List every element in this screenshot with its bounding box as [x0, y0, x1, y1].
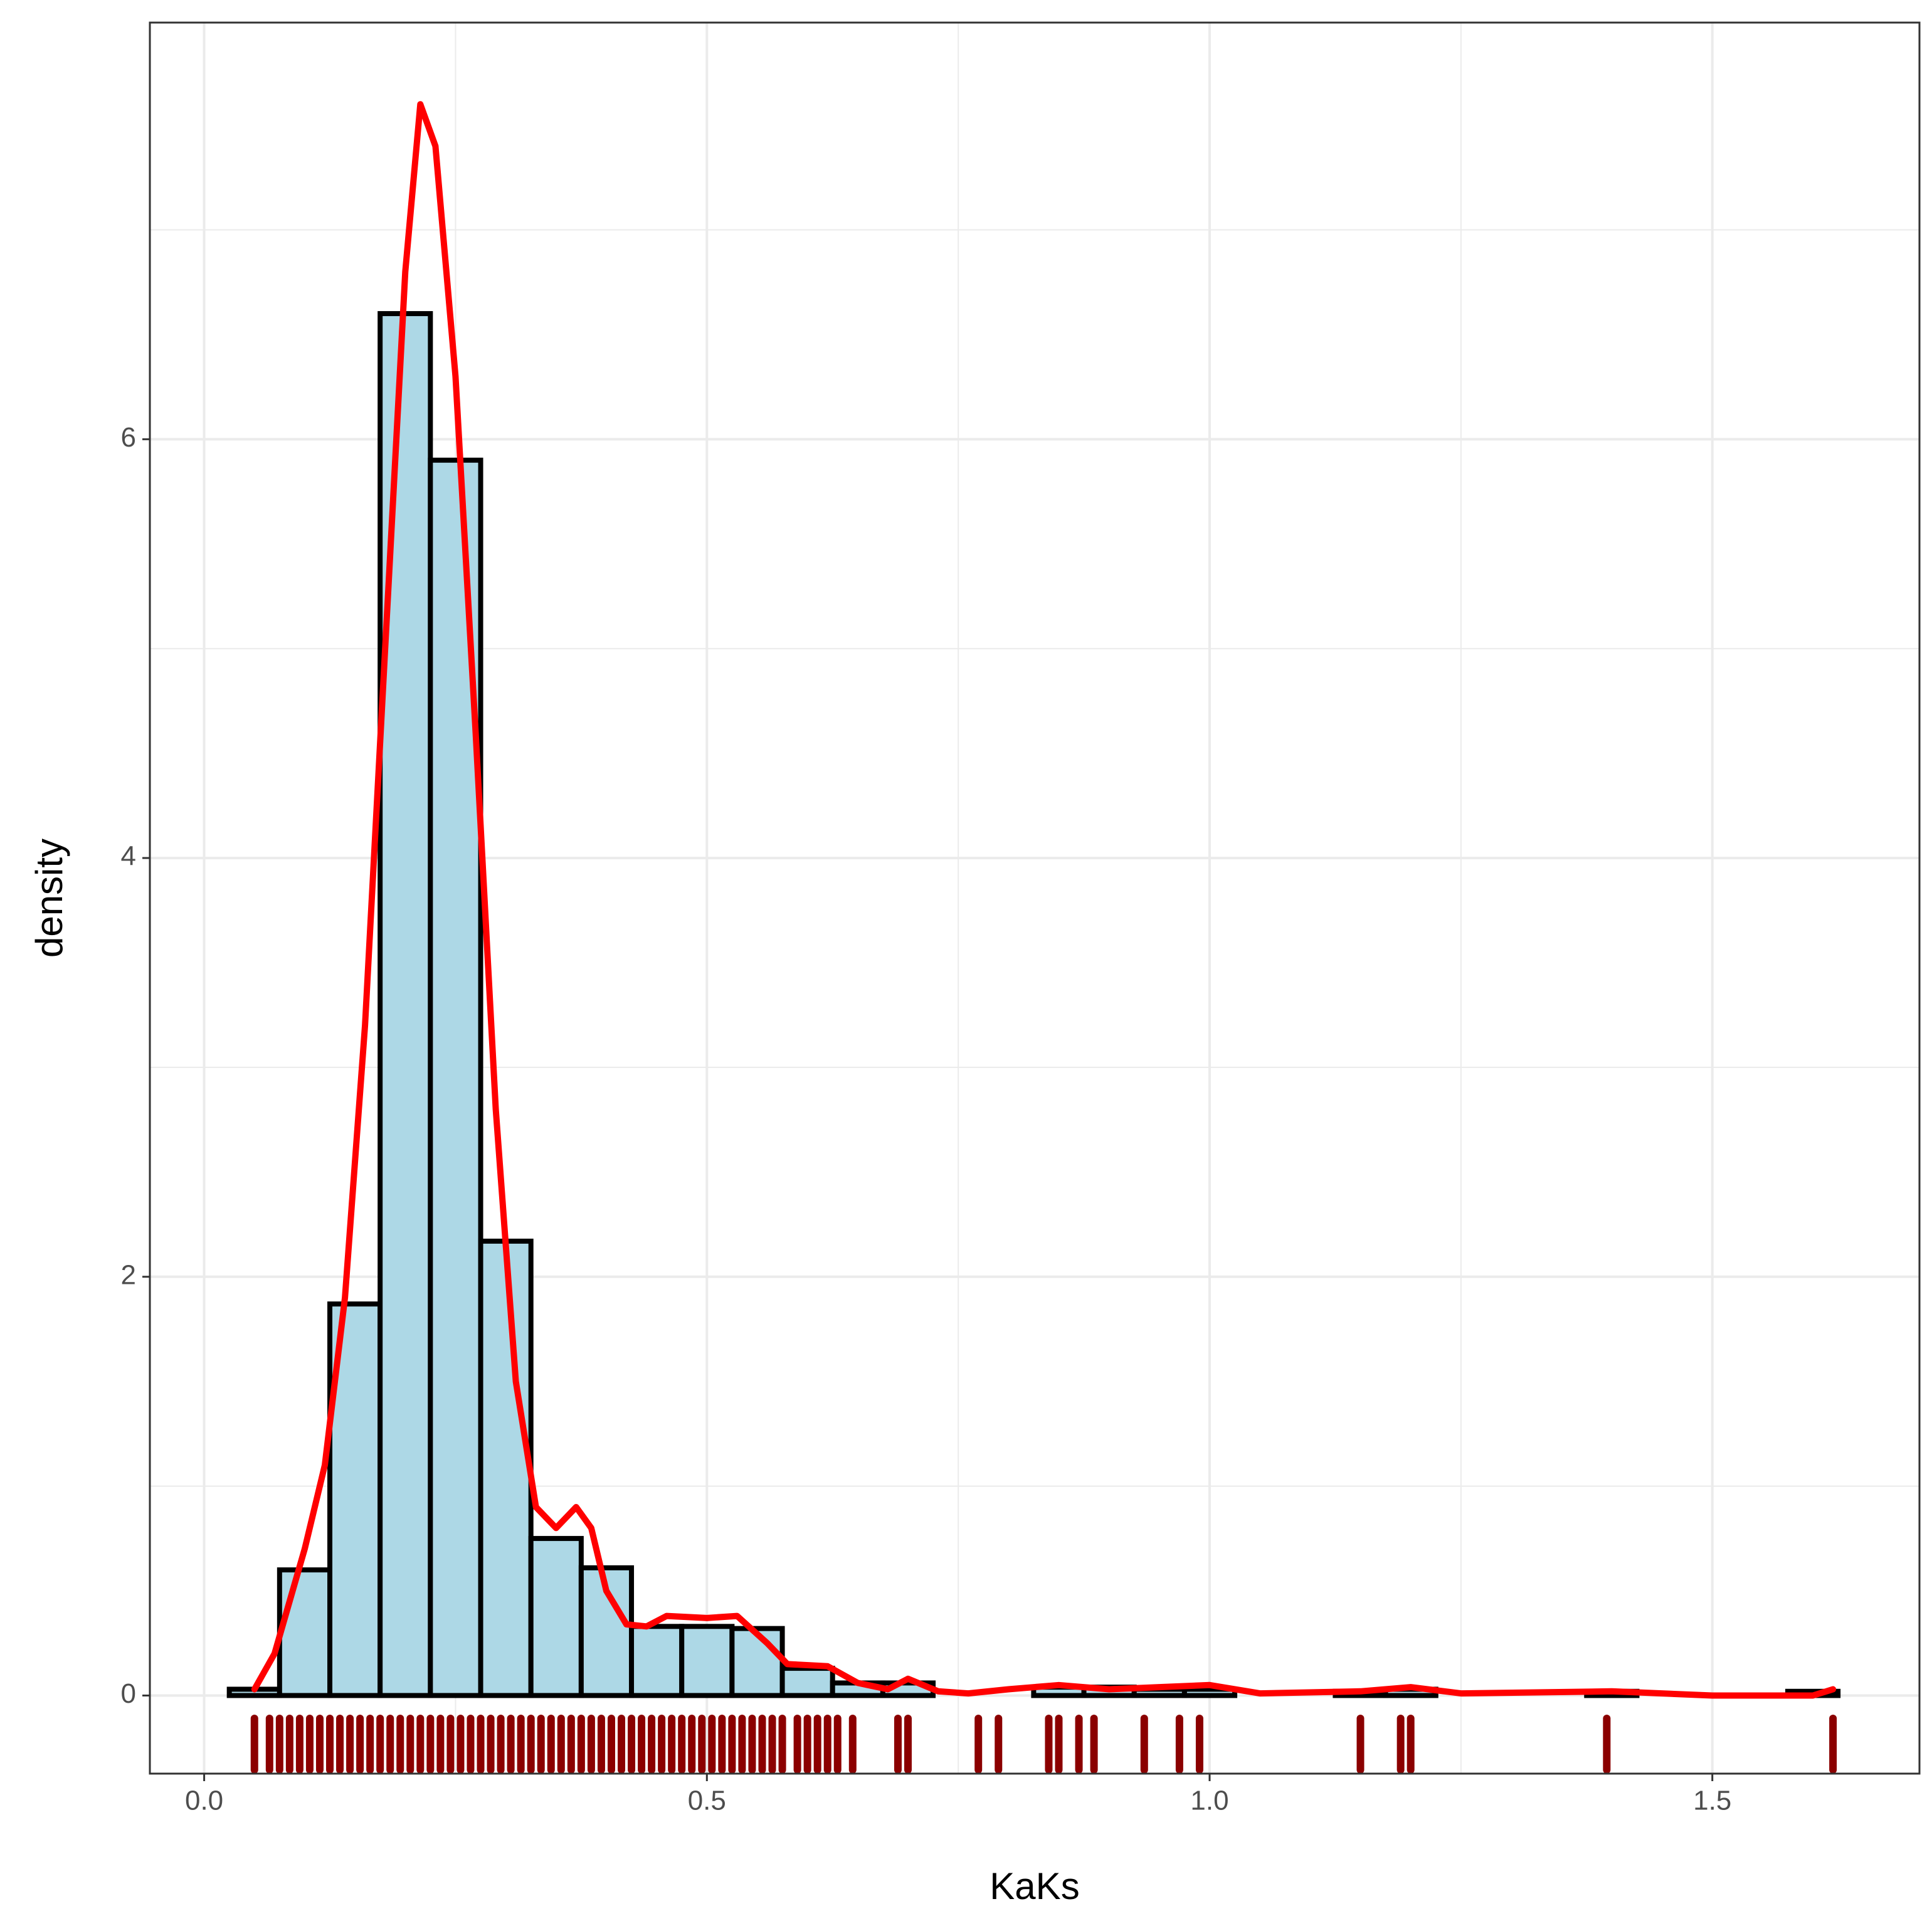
axes: 0.0 0.5 1.0 1.5 0 2 4 6: [121, 422, 1732, 1816]
y-tick-label: 6: [121, 422, 136, 453]
density-line: [251, 101, 1837, 1699]
bar: [377, 311, 433, 1698]
grid: [150, 23, 1919, 1774]
x-tick-label: 0.5: [688, 1786, 726, 1816]
y-tick-label: 2: [121, 1259, 136, 1290]
bar: [679, 1624, 735, 1698]
panel-border: [149, 21, 1921, 1775]
bar: [528, 1536, 584, 1698]
bar: [277, 1567, 333, 1698]
bar: [629, 1624, 685, 1698]
x-tick-label: 1.0: [1190, 1786, 1228, 1816]
x-tick-label: 1.5: [1693, 1786, 1731, 1816]
plot-area: [226, 101, 1841, 1774]
y-tick-label: 0: [121, 1678, 136, 1709]
bar: [729, 1626, 785, 1698]
x-tick-label: 0.0: [185, 1786, 223, 1816]
bar: [779, 1666, 835, 1698]
y-tick-label: 4: [121, 841, 136, 872]
y-axis-title: density: [28, 839, 70, 958]
x-axis-title: KaKs: [990, 1865, 1079, 1907]
bar: [478, 1239, 534, 1698]
